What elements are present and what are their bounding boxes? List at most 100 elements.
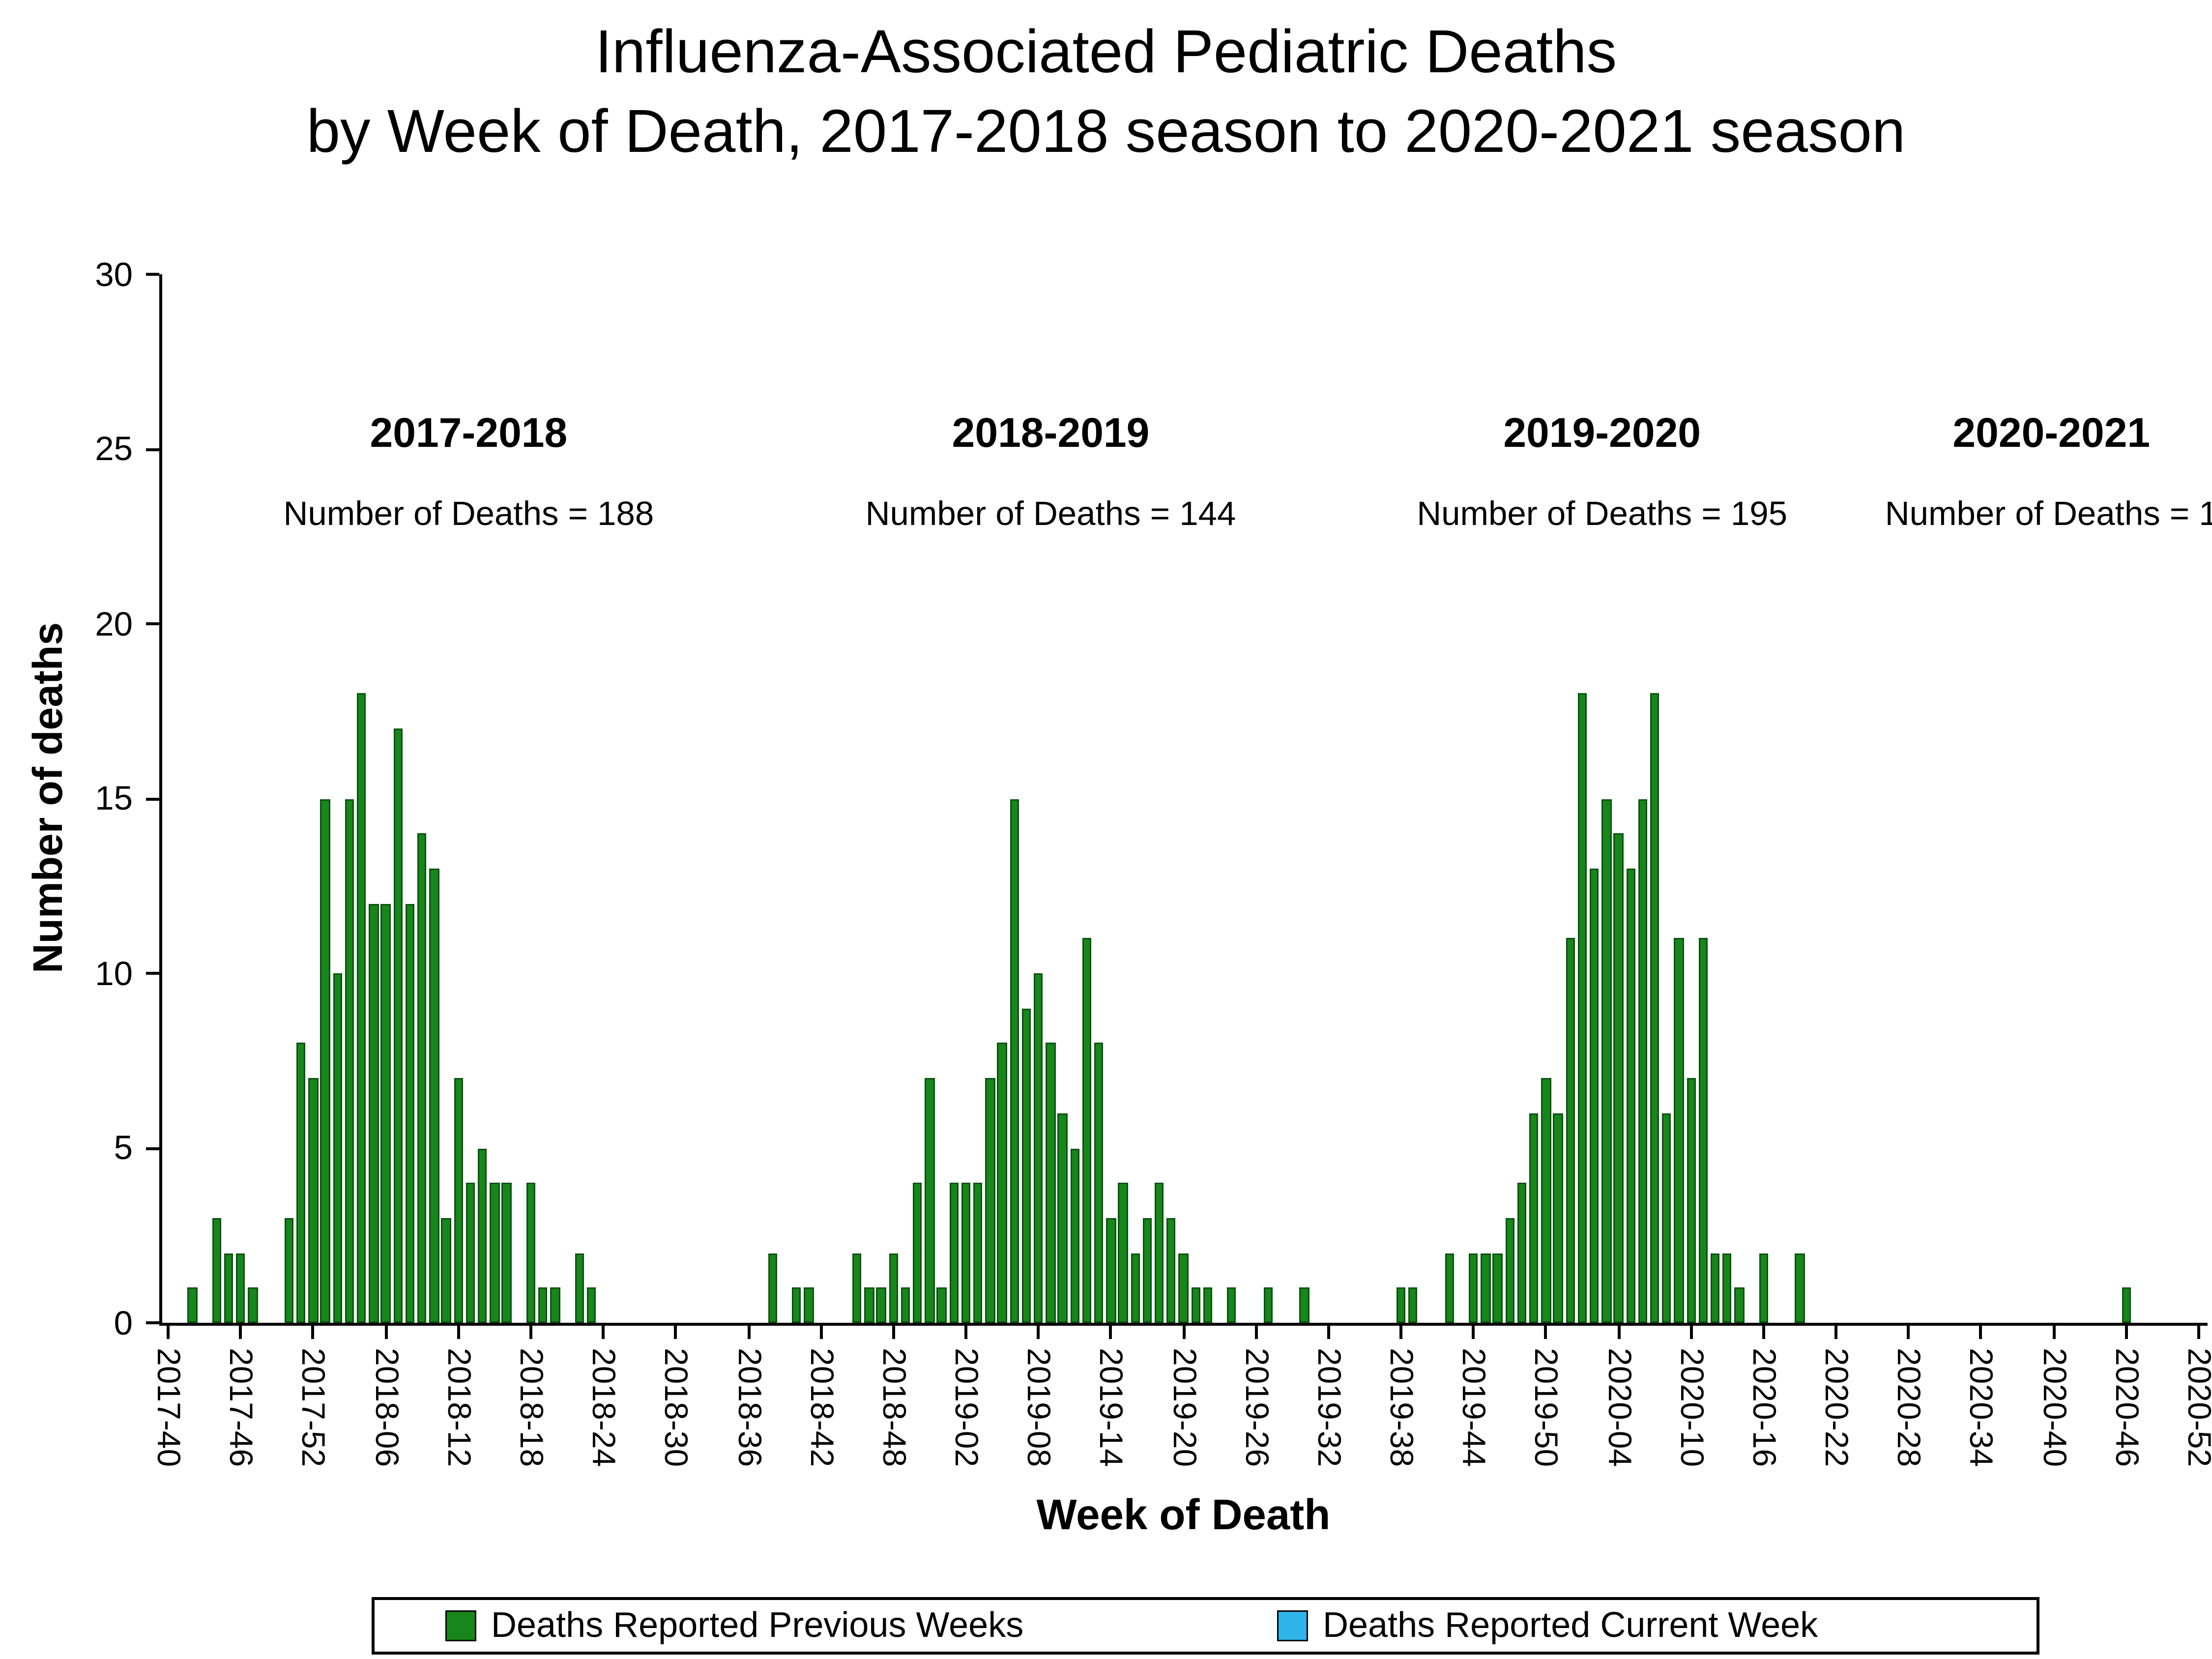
bar-2020-12 [1710, 1252, 1720, 1323]
legend-label-previous-weeks: Deaths Reported Previous Weeks [491, 1605, 1024, 1645]
bar-2018-05 [369, 903, 378, 1323]
x-tick-label: 2019-50 [1528, 1348, 1566, 1467]
bar-2020-08 [1662, 1113, 1672, 1323]
bar-2018-14 [477, 1148, 488, 1323]
bar-2017-47 [248, 1287, 258, 1323]
season-death-count-2018-2019: Number of Deaths = 144 [865, 494, 1236, 532]
y-tick-label: 0 [114, 1303, 133, 1341]
chart-title: Influenza-Associated Pediatric Deaths by… [0, 12, 2212, 172]
bar-2019-02 [961, 1183, 971, 1323]
bar-2018-49 [901, 1287, 910, 1323]
bar-2019-15 [1118, 1183, 1128, 1323]
bar-2018-46 [864, 1287, 874, 1323]
y-tick-label: 10 [95, 953, 133, 992]
bar-2017-46 [236, 1252, 246, 1323]
bar-2020-02 [1589, 868, 1599, 1323]
y-tick [146, 273, 159, 276]
bar-2020-06 [1638, 798, 1648, 1323]
y-tick [146, 622, 159, 625]
chart-title-line2: by Week of Death, 2017-2018 season to 20… [306, 97, 1906, 166]
bar-2020-10 [1686, 1078, 1696, 1323]
x-tick-label: 2019-26 [1238, 1348, 1276, 1467]
bar-2018-08 [405, 903, 415, 1323]
bar-2018-16 [502, 1183, 512, 1323]
bar-2019-49 [1529, 1113, 1539, 1323]
x-tick [1399, 1326, 1402, 1339]
season-label-2017-2018: 2017-2018 [370, 410, 568, 456]
bar-2019-42 [1444, 1252, 1454, 1323]
bar-2020-05 [1626, 868, 1635, 1323]
bar-2019-24 [1227, 1287, 1237, 1323]
x-tick-label: 2018-24 [585, 1348, 623, 1467]
bar-2018-47 [876, 1287, 886, 1323]
bar-2018-48 [888, 1252, 898, 1323]
bar-2019-22 [1203, 1287, 1213, 1323]
bar-2019-48 [1517, 1183, 1527, 1323]
x-tick-label: 2018-42 [803, 1348, 840, 1467]
x-tick [964, 1326, 967, 1339]
bar-2018-19 [538, 1287, 548, 1323]
x-tick [819, 1326, 822, 1339]
bar-2018-18 [526, 1183, 536, 1323]
bar-2018-41 [804, 1287, 814, 1323]
bar-2017-45 [224, 1252, 233, 1323]
bar-2019-46 [1493, 1252, 1503, 1323]
bar-2020-09 [1674, 938, 1684, 1323]
bar-2019-01 [949, 1183, 959, 1323]
bar-2018-10 [429, 868, 439, 1323]
x-tick [2197, 1326, 2200, 1339]
bar-2019-04 [985, 1078, 995, 1323]
bar-2019-12 [1082, 938, 1092, 1323]
bar-2020-11 [1698, 938, 1708, 1323]
x-tick [1254, 1326, 1258, 1339]
bar-2018-52 [937, 1287, 947, 1323]
bar-2020-13 [1722, 1252, 1732, 1323]
bar-2019-18 [1154, 1183, 1164, 1323]
x-tick [1907, 1326, 1910, 1339]
x-tick-label: 2020-52 [2181, 1348, 2212, 1467]
bar-2018-06 [381, 903, 391, 1323]
bar-2019-27 [1263, 1287, 1273, 1323]
x-tick-label: 2018-18 [513, 1348, 550, 1467]
chart-title-line1: Influenza-Associated Pediatric Deaths [595, 18, 1617, 86]
x-tick-label: 2019-20 [1165, 1348, 1203, 1467]
bar-2018-51 [925, 1078, 934, 1323]
bar-2018-20 [550, 1287, 560, 1323]
y-tick [146, 797, 159, 800]
bar-2017-52 [308, 1078, 318, 1323]
bar-2019-50 [1541, 1078, 1551, 1323]
x-tick [1762, 1326, 1765, 1339]
bar-2020-03 [1601, 798, 1611, 1323]
bar-2018-03 [345, 798, 354, 1323]
bar-2019-08 [1033, 973, 1043, 1323]
x-tick-label: 2019-14 [1093, 1348, 1130, 1467]
bar-2020-16 [1759, 1252, 1769, 1323]
bar-2019-30 [1299, 1287, 1309, 1323]
y-tick [146, 1146, 159, 1150]
bar-2020-01 [1577, 694, 1587, 1323]
x-tick-label: 2018-48 [875, 1348, 913, 1467]
x-tick [1182, 1326, 1185, 1339]
bar-2020-19 [1795, 1252, 1805, 1323]
x-tick [529, 1326, 532, 1339]
x-tick [1617, 1326, 1620, 1339]
legend-item-current-week: Deaths Reported Current Week [1277, 1600, 1818, 1652]
x-tick-label: 2020-22 [1818, 1348, 1855, 1467]
season-death-count-2017-2018: Number of Deaths = 188 [283, 494, 654, 532]
x-tick [674, 1326, 677, 1339]
bar-2019-52 [1565, 938, 1575, 1323]
x-tick-label: 2019-02 [948, 1348, 985, 1467]
x-tick [239, 1326, 242, 1339]
bar-2019-03 [973, 1183, 983, 1323]
bar-2018-15 [490, 1183, 499, 1323]
bar-2019-47 [1505, 1218, 1514, 1323]
bar-2019-11 [1070, 1148, 1079, 1323]
x-tick-label: 2020-04 [1601, 1348, 1638, 1467]
legend: Deaths Reported Previous Weeks Deaths Re… [372, 1597, 2039, 1655]
x-tick-label: 2019-32 [1310, 1348, 1348, 1467]
x-tick [892, 1326, 895, 1339]
x-tick [1689, 1326, 1693, 1339]
y-axis-line [159, 274, 162, 1326]
y-tick [146, 972, 159, 975]
